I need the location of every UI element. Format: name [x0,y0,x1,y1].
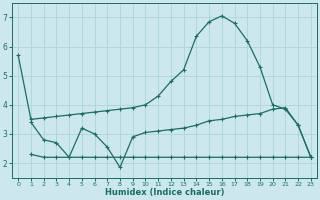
X-axis label: Humidex (Indice chaleur): Humidex (Indice chaleur) [105,188,224,197]
